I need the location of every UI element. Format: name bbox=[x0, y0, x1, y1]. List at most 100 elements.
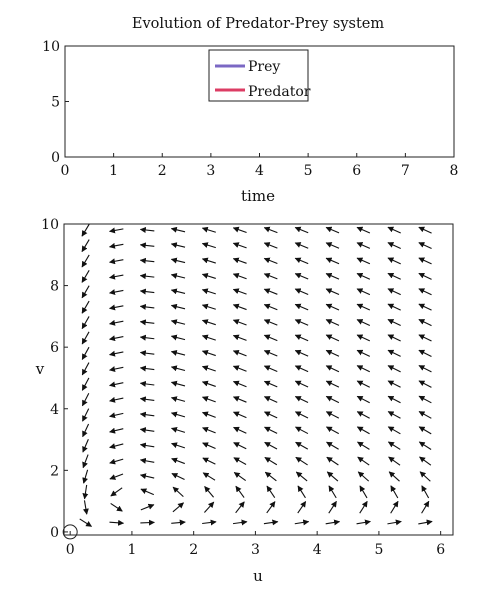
vector-arrow bbox=[294, 519, 310, 526]
vector-arrow bbox=[387, 242, 401, 249]
vector-arrow bbox=[232, 334, 247, 341]
vector-arrow bbox=[139, 473, 155, 480]
vector-arrow bbox=[328, 500, 337, 514]
vector-arrow bbox=[388, 456, 401, 466]
vector-arrow bbox=[233, 442, 247, 450]
vector-arrow bbox=[387, 349, 401, 357]
vector-arrow bbox=[139, 288, 155, 295]
vector-arrow bbox=[109, 335, 124, 342]
vector-arrow bbox=[232, 272, 247, 280]
vector-arrow bbox=[263, 242, 278, 249]
vector-arrow bbox=[109, 427, 124, 434]
vector-arrow bbox=[170, 303, 186, 310]
vector-arrow bbox=[294, 365, 309, 373]
vector-arrow bbox=[110, 487, 123, 497]
vector-arrow bbox=[109, 273, 124, 280]
vector-arrow bbox=[232, 411, 247, 419]
vector-arrow bbox=[81, 254, 90, 268]
vector-arrow bbox=[295, 471, 308, 482]
vector-arrow bbox=[263, 411, 278, 419]
vector-arrow bbox=[295, 456, 308, 466]
vector-arrow bbox=[109, 258, 124, 265]
vector-arrow bbox=[418, 257, 432, 265]
vector-arrow bbox=[388, 471, 400, 482]
vector-arrow bbox=[81, 331, 90, 345]
vector-arrow bbox=[171, 442, 186, 449]
phase-y-axis: 0 2 4 6 8 10 bbox=[41, 217, 68, 541]
vector-arrow bbox=[356, 365, 371, 373]
vector-arrow bbox=[81, 362, 90, 376]
vector-arrow bbox=[325, 349, 340, 357]
vector-arrow bbox=[232, 242, 247, 249]
vector-arrow bbox=[201, 273, 216, 279]
vector-arrow bbox=[201, 396, 216, 403]
vector-arrow bbox=[387, 426, 401, 435]
y-axis: 0 5 10 bbox=[42, 39, 69, 166]
vector-arrow bbox=[139, 380, 155, 387]
vector-arrow bbox=[264, 471, 277, 482]
vector-arrow bbox=[82, 439, 89, 453]
vector-arrow bbox=[170, 365, 186, 372]
vector-arrow bbox=[263, 319, 278, 326]
vector-arrow bbox=[387, 441, 401, 450]
vector-arrow bbox=[81, 377, 90, 391]
vector-arrow bbox=[109, 227, 124, 234]
vector-arrow bbox=[294, 288, 309, 295]
vector-arrow bbox=[139, 396, 155, 403]
vector-arrow bbox=[82, 454, 89, 469]
vector-arrow bbox=[325, 426, 340, 435]
vector-arrow bbox=[82, 500, 89, 515]
vector-arrow bbox=[387, 272, 401, 280]
vector-arrow bbox=[418, 519, 433, 526]
vector-arrow bbox=[82, 408, 90, 422]
vector-arrow bbox=[294, 319, 309, 326]
vector-arrow bbox=[172, 502, 185, 513]
x-tick-label: 5 bbox=[304, 163, 313, 179]
legend-box bbox=[208, 49, 309, 102]
vector-arrow bbox=[421, 485, 430, 499]
vector-arrow bbox=[109, 381, 124, 388]
vector-arrow bbox=[356, 411, 370, 419]
x-tick-label: 3 bbox=[206, 163, 215, 179]
vector-arrow bbox=[232, 519, 248, 526]
vector-arrow bbox=[264, 441, 278, 450]
vector-arrow bbox=[171, 519, 186, 526]
vector-arrow bbox=[109, 242, 124, 249]
vector-arrow bbox=[325, 257, 340, 265]
vector-arrow bbox=[202, 457, 216, 465]
vector-arrow bbox=[294, 242, 309, 249]
vector-arrow bbox=[232, 226, 247, 234]
vector-arrow bbox=[109, 319, 124, 326]
vector-arrow bbox=[357, 456, 370, 466]
vector-arrow bbox=[328, 485, 337, 499]
vector-arrow bbox=[263, 365, 278, 372]
vector-arrow bbox=[263, 272, 278, 280]
vector-arrow bbox=[201, 365, 216, 372]
vector-arrow bbox=[202, 426, 216, 434]
vector-arrow bbox=[264, 426, 278, 434]
vector-arrow bbox=[204, 486, 215, 498]
vector-arrow bbox=[387, 380, 401, 388]
vector-arrow bbox=[356, 334, 371, 342]
vector-arrow bbox=[294, 380, 309, 388]
legend-label-predator: Predator bbox=[248, 84, 311, 100]
vector-arrow bbox=[325, 519, 341, 526]
x-tick-label: 4 bbox=[255, 163, 264, 179]
vector-arrow bbox=[109, 473, 124, 480]
vector-arrow bbox=[356, 319, 371, 326]
vector-arrow bbox=[356, 288, 371, 296]
vector-arrow bbox=[418, 395, 432, 404]
vector-arrow bbox=[390, 500, 399, 514]
phase-y-tick-label: 6 bbox=[50, 340, 59, 356]
vector-arrow bbox=[235, 485, 245, 498]
vector-arrow bbox=[171, 457, 185, 465]
vector-arrow bbox=[418, 365, 432, 373]
phase-x-tick-label: 4 bbox=[313, 542, 322, 558]
vector-arrow bbox=[170, 380, 186, 387]
vector-arrow bbox=[170, 319, 186, 326]
vector-arrow bbox=[81, 239, 90, 253]
vector-arrow bbox=[294, 257, 309, 265]
vector-arrow bbox=[170, 273, 186, 279]
vector-arrow bbox=[170, 334, 186, 341]
vector-arrow bbox=[202, 472, 216, 481]
